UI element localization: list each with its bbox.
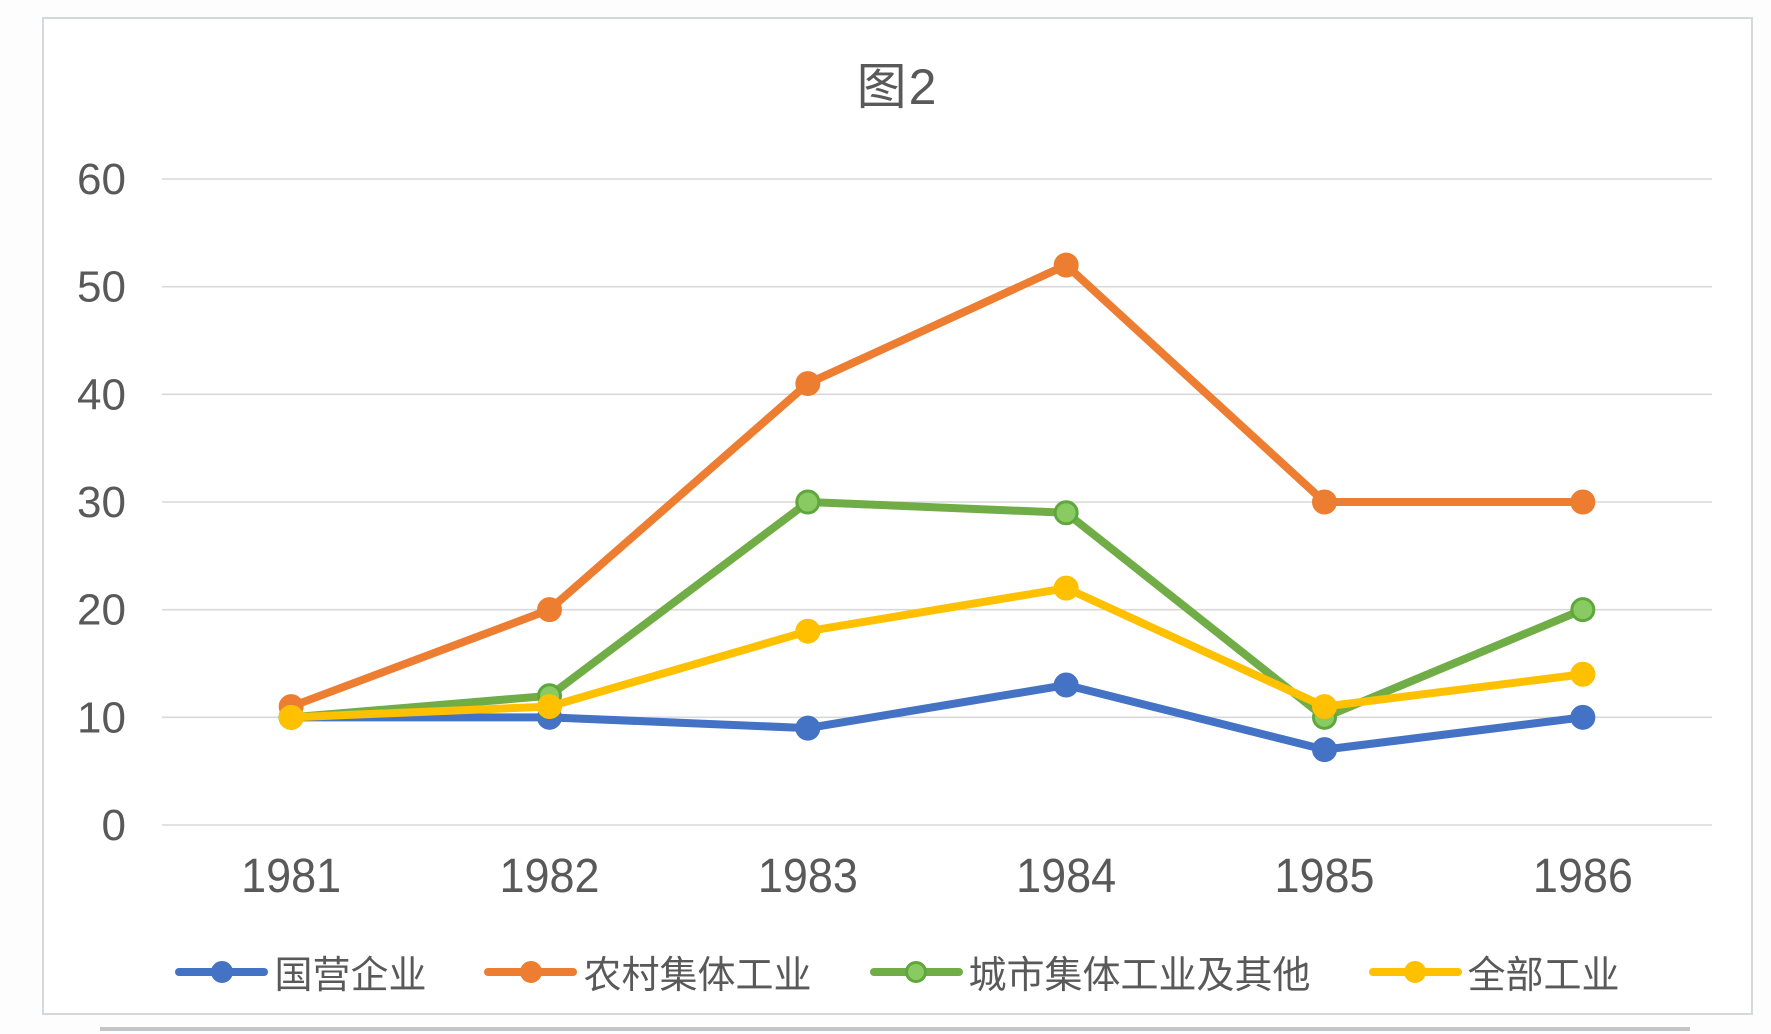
data-point-全部工业-1985 — [1312, 694, 1337, 720]
data-point-全部工业-1983 — [795, 618, 821, 644]
legend-marker-line — [1368, 960, 1462, 983]
x-tick-label: 1981 — [241, 850, 341, 903]
legend-item-城市集体工业及其他: 城市集体工业及其他 — [869, 944, 1311, 999]
data-point-国营企业-1986 — [1570, 704, 1596, 730]
plot-area: 0 10 20 30 40 50 60 1981 1982 1983 1984 1985 1986 — [77, 155, 1712, 903]
data-point-农村集体工业-1986 — [1570, 489, 1596, 515]
data-point-国营企业-1983 — [795, 715, 821, 741]
data-point-农村集体工业-1985 — [1312, 489, 1337, 515]
legend-label: 城市集体工业及其他 — [968, 955, 1311, 997]
legend-marker-dot — [519, 960, 542, 983]
y-tick-label: 20 — [77, 586, 126, 635]
data-point-全部工业-1984 — [1053, 575, 1079, 601]
data-point-农村集体工业-1982 — [537, 597, 562, 623]
legend-item-国营企业: 国营企业 — [175, 944, 426, 999]
page-edge-line — [100, 1027, 1690, 1031]
data-point-农村集体工业-1984 — [1053, 252, 1079, 278]
legend-item-农村集体工业: 农村集体工业 — [484, 944, 812, 999]
legend-marker-dot — [1404, 960, 1427, 983]
series-line-农村集体工业 — [287, 261, 1587, 711]
y-tick-label: 60 — [77, 155, 126, 204]
data-point-城市集体工业及其他-1984 — [1053, 500, 1079, 526]
data-point-城市集体工业及其他-1983 — [795, 489, 821, 515]
legend-marker-line — [869, 960, 963, 983]
x-tick-label: 1982 — [500, 850, 600, 903]
data-point-农村集体工业-1983 — [795, 371, 821, 397]
legend-item-全部工业: 全部工业 — [1368, 944, 1620, 999]
data-point-国营企业-1985 — [1312, 737, 1337, 763]
y-tick-label: 40 — [77, 370, 126, 419]
data-point-国营企业-1984 — [1053, 672, 1079, 698]
legend-marker-line — [484, 960, 578, 983]
legend-label: 全部工业 — [1467, 955, 1620, 997]
chart-title: 图2 — [856, 59, 939, 115]
x-tick-label: 1984 — [1016, 850, 1116, 903]
legend: 国营企业 农村集体工业 城市集体工业及其他 全部工业 — [44, 944, 1751, 999]
x-tick-label: 1985 — [1275, 850, 1375, 903]
data-point-全部工业-1981 — [278, 704, 304, 730]
legend-marker-dot — [905, 960, 927, 983]
chart-container: 图2 0 10 20 30 40 50 60 1981 1982 1983 1984 1985 1986… — [42, 17, 1753, 1015]
y-tick-label: 0 — [102, 801, 126, 850]
legend-label: 国营企业 — [274, 955, 427, 997]
y-tick-label: 10 — [77, 693, 126, 742]
data-point-全部工业-1986 — [1570, 661, 1596, 687]
y-tick-label: 30 — [77, 478, 126, 527]
x-tick-label: 1983 — [758, 850, 858, 903]
data-point-城市集体工业及其他-1986 — [1570, 597, 1596, 623]
legend-marker-dot — [210, 960, 233, 983]
legend-marker-line — [175, 960, 269, 983]
x-tick-label: 1986 — [1533, 850, 1633, 903]
legend-label: 农村集体工业 — [583, 955, 812, 997]
y-tick-label: 50 — [77, 263, 126, 312]
series-line-国营企业 — [287, 681, 1587, 754]
series-line-全部工业 — [287, 584, 1587, 722]
data-point-全部工业-1982 — [537, 694, 562, 720]
